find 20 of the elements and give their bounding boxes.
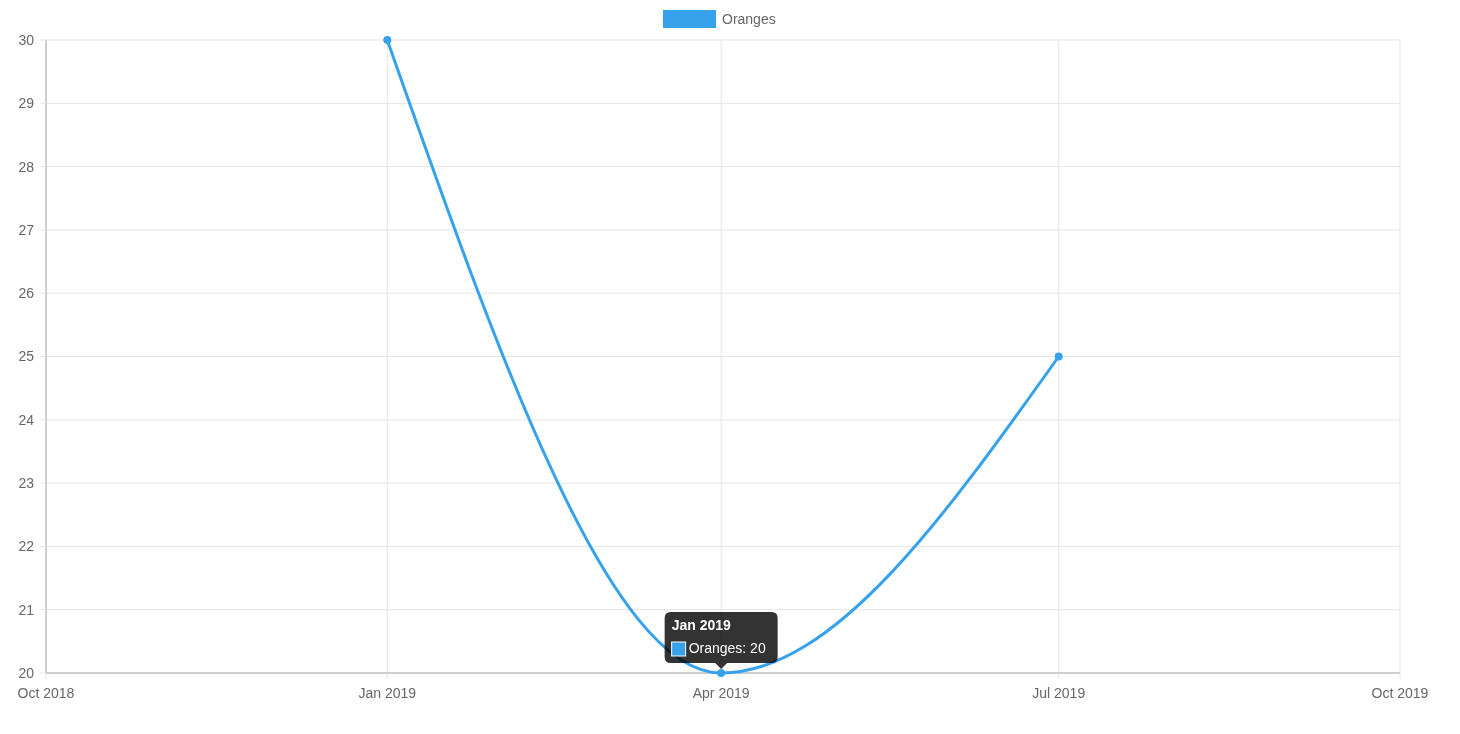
y-tick-label: 27 (18, 221, 35, 238)
point (1054, 352, 1063, 361)
legend-label: Oranges (722, 10, 776, 27)
y-tick-label: 30 (18, 31, 35, 48)
y-tick-label: 20 (18, 664, 35, 681)
x-tick-label: Apr 2019 (692, 685, 750, 701)
x-tick-label: Jul 2019 (1032, 685, 1086, 701)
annotation: Jan 2019 Oranges: 20 (671, 617, 766, 656)
y-tick-label: 22 (18, 538, 35, 555)
y-tick-label: 28 (18, 158, 35, 175)
x-tick-label: Oct 2018 (17, 685, 75, 701)
x-tick-label: Oct 2019 (1371, 685, 1429, 701)
point (383, 36, 392, 44)
y-tick-label: 24 (18, 411, 35, 428)
y-tick-label: 26 (18, 285, 35, 302)
y-tick-label: 23 (18, 475, 35, 491)
x-tick-label: Jan 2019 (358, 685, 417, 701)
y-tick-label: 25 (18, 348, 35, 365)
y-tick-label: 21 (18, 601, 35, 618)
y-tick-label: 29 (18, 95, 35, 112)
